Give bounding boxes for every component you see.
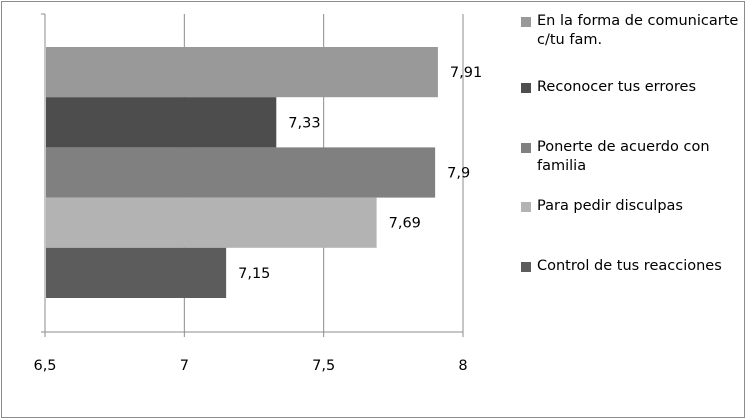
legend-item: Ponerte de acuerdo con familia: [521, 138, 745, 176]
legend-swatch: [521, 83, 531, 93]
bar: [46, 247, 227, 298]
x-tick-label: 6,5: [33, 358, 56, 374]
x-tick-label: 8: [458, 358, 467, 374]
legend-label: Control de tus reacciones: [537, 258, 722, 274]
legend-swatch: [521, 143, 531, 153]
x-tick-label: 7: [180, 358, 189, 374]
data-label: 7,91: [450, 65, 482, 81]
legend-swatch: [521, 17, 531, 27]
bar: [46, 47, 438, 98]
bar: [46, 147, 436, 198]
legend-item: Control de tus reacciones: [521, 257, 722, 276]
data-label: 7,15: [238, 266, 270, 282]
legend-item: Para pedir disculpas: [521, 197, 683, 216]
legend-label: Reconocer tus errores: [537, 79, 697, 95]
data-label: 7,69: [389, 216, 421, 232]
x-tick-label: 7,5: [312, 358, 335, 374]
bar: [46, 97, 277, 148]
legend-swatch: [521, 202, 531, 212]
data-label: 7,9: [447, 166, 470, 182]
legend-label: En la forma de comunicarte c/tu fam.: [537, 13, 739, 48]
bar: [46, 197, 377, 248]
legend-item: Reconocer tus errores: [521, 78, 696, 97]
legend-label: Para pedir disculpas: [537, 198, 683, 214]
legend-label: Ponerte de acuerdo con familia: [537, 139, 710, 174]
legend-swatch: [521, 262, 531, 272]
legend-item: En la forma de comunicarte c/tu fam.: [521, 12, 745, 50]
data-label: 7,33: [288, 115, 320, 131]
